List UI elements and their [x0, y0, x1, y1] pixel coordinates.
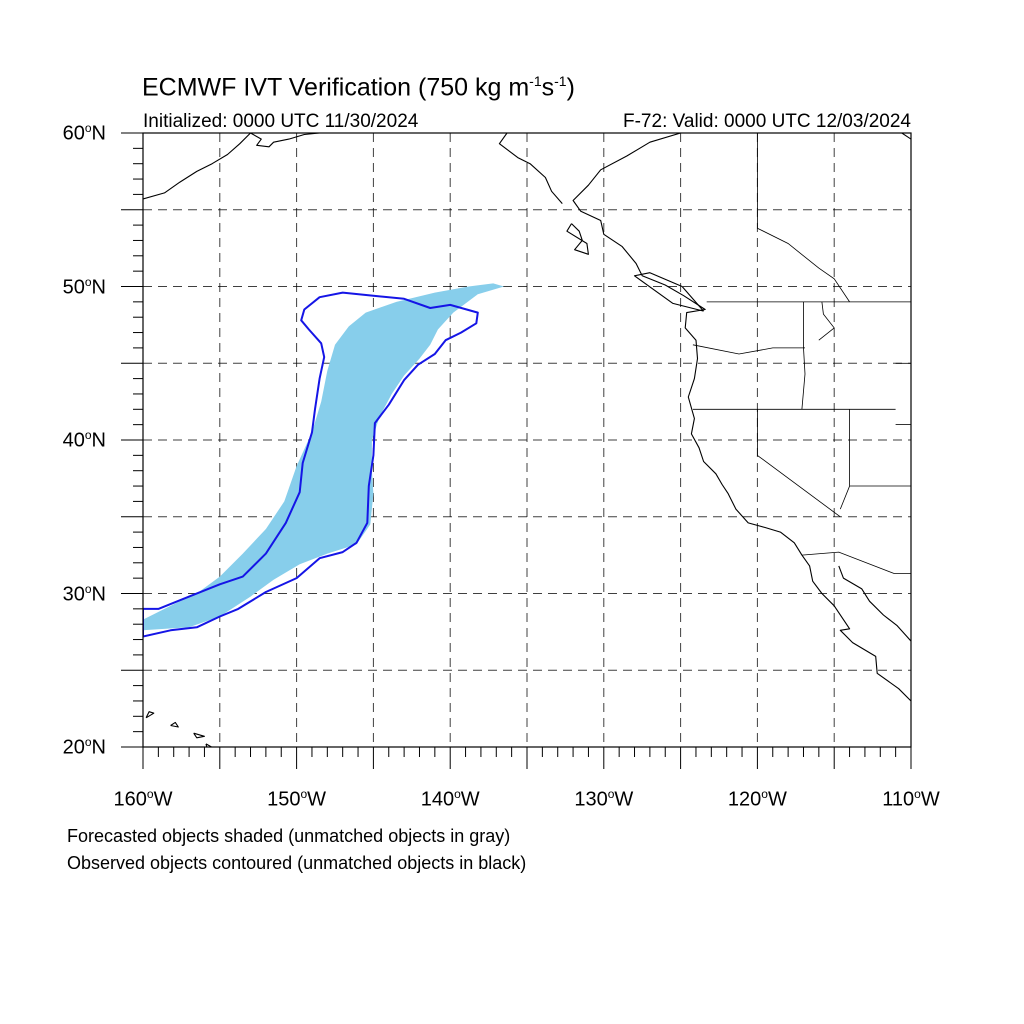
lat-label: 50oN — [62, 274, 106, 299]
border-segment — [839, 409, 850, 510]
coastline-segment — [193, 732, 205, 739]
lon-label: 150oW — [267, 787, 327, 811]
axis-ticks — [121, 132, 912, 769]
lat-label: 40oN — [62, 428, 106, 452]
lon-label: 160oW — [113, 787, 173, 811]
title-superscript-2: -1 — [554, 73, 567, 89]
border-segment — [757, 409, 841, 518]
border-segment — [757, 133, 850, 303]
coastline-segment — [633, 272, 705, 312]
coastline-segment — [498, 133, 563, 204]
border-segment — [801, 551, 911, 574]
observed-objects — [143, 291, 479, 638]
lat-label: 20oN — [62, 735, 106, 759]
coastline-segment — [566, 223, 589, 255]
coastline-segment — [838, 565, 911, 642]
border-segment — [692, 344, 805, 355]
border-segment — [818, 301, 835, 341]
forecast-object-shaded — [143, 283, 504, 631]
coastline-segment — [572, 133, 911, 702]
lon-label: 120oW — [727, 787, 787, 811]
initialized-subtitle: Initialized: 0000 UTC 11/30/2024 — [143, 111, 419, 132]
valid-subtitle: F-72: Valid: 0000 UTC 12/03/2024 — [623, 111, 911, 132]
coastline-segment — [901, 133, 911, 140]
coastlines — [143, 133, 911, 747]
graticule — [143, 133, 911, 747]
border-segment — [801, 301, 806, 410]
coastline-segment — [170, 721, 179, 728]
lon-label: 110oW — [882, 787, 940, 811]
plot-frame — [142, 132, 912, 748]
forecast-objects — [143, 283, 504, 631]
lon-label: 140oW — [420, 787, 480, 811]
title-superscript-1: -1 — [529, 73, 542, 89]
coastline-segment — [145, 711, 155, 719]
political-borders — [692, 133, 911, 574]
coastline-segment — [143, 133, 251, 200]
footnote-observed: Observed objects contoured (unmatched ob… — [67, 853, 527, 873]
page-title: ECMWF IVT Verification (750 kg m-1s-1) — [142, 73, 575, 102]
lat-label: 60oN — [62, 121, 106, 145]
observed-object-contour — [143, 291, 479, 638]
footnote-forecast: Forecasted objects shaded (unmatched obj… — [67, 826, 511, 846]
lon-label: 130oW — [574, 787, 634, 811]
lat-label: 30oN — [62, 581, 106, 606]
coastline-segment — [250, 133, 320, 148]
